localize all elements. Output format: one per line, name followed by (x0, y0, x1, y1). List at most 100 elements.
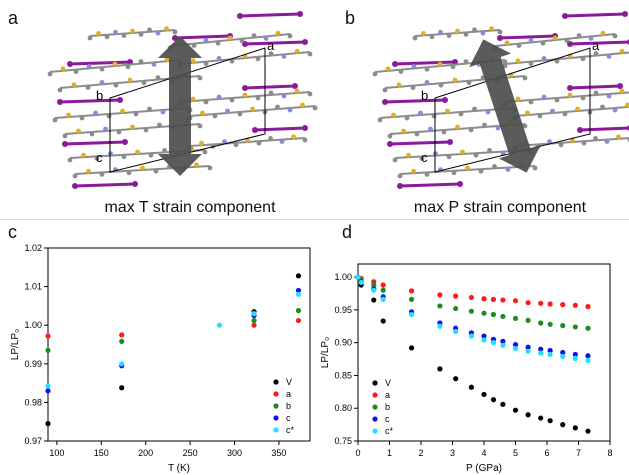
atom (411, 168, 416, 174)
atom (147, 27, 152, 33)
atom (86, 168, 91, 174)
atom (604, 139, 610, 145)
purple-atom (497, 35, 503, 41)
purple-atom (567, 85, 573, 91)
atom (616, 134, 621, 140)
purple-atom (562, 13, 568, 19)
atom (485, 109, 491, 115)
axis-label-a: a (592, 38, 600, 53)
data-point-b (119, 338, 125, 345)
atom (60, 66, 66, 72)
data-point-cstar (468, 333, 474, 339)
atom (72, 173, 78, 179)
legend-marker (372, 392, 378, 398)
purple-rod (389, 140, 451, 146)
purple-rod (394, 60, 456, 66)
atom (116, 129, 122, 135)
atom (164, 26, 169, 31)
atom (113, 29, 118, 35)
atom (489, 26, 494, 31)
atom (466, 80, 472, 86)
atom (172, 29, 178, 35)
data-point-b (371, 282, 377, 288)
atom (552, 35, 558, 41)
atom (452, 77, 458, 83)
purple-rod (239, 12, 301, 18)
atom (237, 111, 243, 117)
atom (438, 29, 443, 35)
atom (52, 117, 58, 123)
atom (558, 142, 564, 148)
atom (377, 117, 383, 123)
panel-d-letter: d (342, 222, 353, 242)
data-point-a (437, 292, 443, 298)
atom (472, 27, 477, 33)
purple-rod (59, 98, 121, 104)
atom (155, 75, 161, 80)
atom (446, 154, 452, 160)
data-point-c (500, 338, 506, 344)
legend-marker (273, 403, 279, 409)
legend-marker (372, 428, 378, 434)
atom (441, 129, 447, 135)
purple-rod (564, 12, 626, 18)
purple-atom (57, 99, 63, 105)
atom (446, 33, 452, 38)
atom (392, 157, 398, 163)
atom (287, 107, 293, 113)
y-tick-label: 1.00 (24, 320, 42, 330)
atom (215, 40, 221, 46)
atom (229, 58, 235, 64)
atom (593, 136, 598, 141)
atom (606, 93, 612, 99)
purple-atom (442, 97, 448, 103)
data-point-a (500, 297, 506, 303)
atom (263, 36, 269, 41)
atom (600, 30, 606, 36)
purple-atom (252, 127, 258, 133)
atom (106, 113, 112, 119)
purple-rod (254, 126, 306, 132)
atom (404, 115, 410, 121)
data-point-V (371, 297, 377, 303)
purple-atom (62, 141, 68, 147)
atom (580, 95, 586, 101)
atom (199, 140, 204, 146)
atom (463, 32, 469, 37)
data-point-b (572, 324, 578, 330)
atom (112, 61, 118, 67)
data-point-cstar (547, 351, 553, 358)
atom (600, 104, 605, 110)
atom (406, 152, 411, 158)
atom (612, 33, 618, 39)
atom (279, 139, 285, 145)
x-tick-label: 1 (387, 448, 392, 458)
data-point-cstar (371, 287, 377, 293)
data-point-cstar (538, 350, 544, 356)
purple-atom (577, 127, 583, 133)
atom (625, 102, 629, 108)
x-axis-label: T (K) (168, 463, 190, 474)
atom (130, 124, 135, 130)
atom (497, 29, 503, 35)
data-point-c (538, 346, 544, 352)
x-tick-label: 4 (481, 448, 486, 458)
atom (450, 64, 456, 70)
data-point-b (560, 323, 566, 329)
data-point-V (437, 366, 443, 372)
legend-label: V (286, 377, 292, 387)
data-point-b (538, 320, 544, 326)
data-point-c (45, 388, 51, 394)
panel-c-letter: c (8, 222, 17, 242)
atom (239, 38, 245, 44)
data-point-cstar (525, 348, 531, 354)
purple-atom (457, 181, 463, 187)
y-tick-label: 1.00 (334, 272, 352, 282)
atom (216, 94, 222, 100)
data-point-b (295, 307, 302, 314)
data-point-cstar (358, 279, 364, 285)
atom (593, 90, 599, 96)
atom (268, 136, 273, 141)
atom (428, 126, 433, 132)
plot-frame (47, 247, 311, 442)
